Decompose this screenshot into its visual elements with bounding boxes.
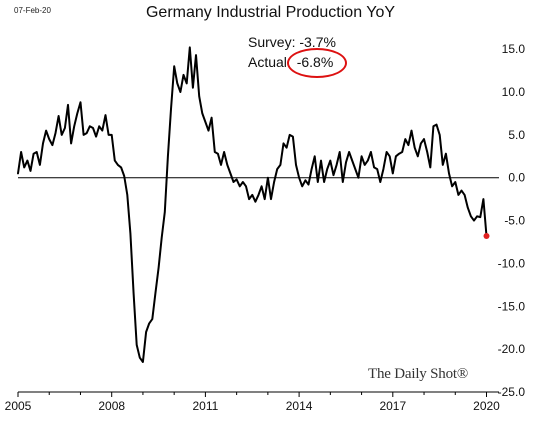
chart-title: Germany Industrial Production YoY <box>145 4 396 21</box>
y-tick-label: -25.0 <box>498 385 526 399</box>
y-tick-label: -5.0 <box>504 214 525 228</box>
x-tick-label: 2014 <box>286 399 313 413</box>
actual-value-highlighted: -6.8% <box>286 48 347 78</box>
y-tick-label: 5.0 <box>508 128 525 142</box>
series-line <box>17 46 488 363</box>
y-tick-label: 10.0 <box>502 85 526 99</box>
watermark-logo: The Daily Shot® <box>368 366 469 382</box>
y-tick-label: -15.0 <box>498 299 526 313</box>
survey-annotation: Survey: -3.7% <box>248 34 336 50</box>
y-tick-label: -20.0 <box>498 342 526 356</box>
x-tick-label: 2017 <box>379 399 406 413</box>
axes: 2005 2008 2011 2014 2017 2020 15.0 10.0 5.0 0.0 -5… <box>5 42 526 413</box>
survey-label: Survey: <box>248 34 296 50</box>
y-tick-label: 15.0 <box>502 42 526 56</box>
actual-annotation: Actual: -6.8% <box>248 48 347 78</box>
last-data-point <box>483 233 490 239</box>
x-tick-label: 2020 <box>473 399 500 413</box>
actual-label: Actual: <box>248 54 291 70</box>
date-stamp: 07-Feb-20 <box>14 6 51 15</box>
y-tick-label: -10.0 <box>498 256 526 270</box>
x-tick-label: 2005 <box>5 399 32 413</box>
x-tick-label: 2011 <box>192 399 218 413</box>
y-tick-label: 0.0 <box>508 171 525 185</box>
x-tick-label: 2008 <box>98 399 125 413</box>
survey-value: -3.7% <box>299 34 336 50</box>
